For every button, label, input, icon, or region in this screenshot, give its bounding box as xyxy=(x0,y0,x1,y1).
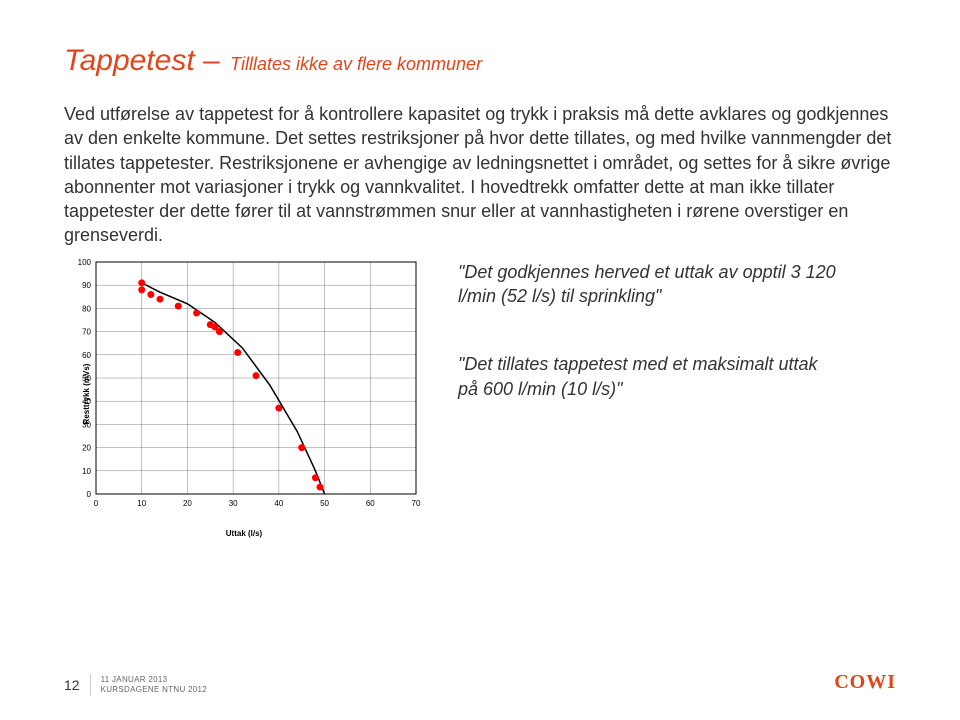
svg-text:70: 70 xyxy=(82,327,91,336)
slide: Tappetest – Tilllates ikke av flere komm… xyxy=(0,0,960,720)
title-line: Tappetest – Tilllates ikke av flere komm… xyxy=(64,44,896,78)
svg-text:10: 10 xyxy=(82,467,91,476)
chart-container: Resttrykk (mVs) 010203040506070010203040… xyxy=(64,256,424,532)
lower-row: Resttrykk (mVs) 010203040506070010203040… xyxy=(64,256,896,532)
svg-text:90: 90 xyxy=(82,281,91,290)
quote-2: "Det tillates tappetest med et maksimalt… xyxy=(458,352,838,401)
svg-text:100: 100 xyxy=(78,258,92,267)
chart-xlabel: Uttak (l/s) xyxy=(64,529,424,538)
paragraph-text: Ved utførelse av tappetest for å kontrol… xyxy=(64,102,896,248)
title-main: Tappetest – xyxy=(64,44,220,77)
svg-text:0: 0 xyxy=(94,499,99,508)
title-sub: Tilllates ikke av flere kommuner xyxy=(230,54,482,74)
footer-event: KURSDAGENE NTNU 2012 xyxy=(101,685,207,695)
logo: COWI xyxy=(834,671,896,694)
quote-1: "Det godkjennes herved et uttak av oppti… xyxy=(458,260,838,309)
svg-text:20: 20 xyxy=(82,443,91,452)
svg-text:30: 30 xyxy=(229,499,238,508)
svg-text:10: 10 xyxy=(137,499,146,508)
footer: 12 11 JANUAR 2013 KURSDAGENE NTNU 2012 xyxy=(64,674,207,696)
body-paragraph: Ved utførelse av tappetest for å kontrol… xyxy=(64,102,896,248)
chart-svg: 0102030405060700102030405060708090100 xyxy=(64,256,424,516)
page-number: 12 xyxy=(64,677,80,693)
quote-column: "Det godkjennes herved et uttak av oppti… xyxy=(458,256,838,401)
svg-text:40: 40 xyxy=(274,499,283,508)
svg-text:0: 0 xyxy=(87,490,92,499)
svg-text:80: 80 xyxy=(82,304,91,313)
svg-text:20: 20 xyxy=(183,499,192,508)
footer-divider xyxy=(90,674,91,696)
svg-text:70: 70 xyxy=(412,499,421,508)
svg-text:60: 60 xyxy=(366,499,375,508)
chart-ylabel: Resttrykk (mVs) xyxy=(82,363,91,424)
svg-text:60: 60 xyxy=(82,351,91,360)
svg-text:50: 50 xyxy=(320,499,329,508)
footer-date-block: 11 JANUAR 2013 KURSDAGENE NTNU 2012 xyxy=(101,675,207,694)
footer-date: 11 JANUAR 2013 xyxy=(101,675,207,685)
